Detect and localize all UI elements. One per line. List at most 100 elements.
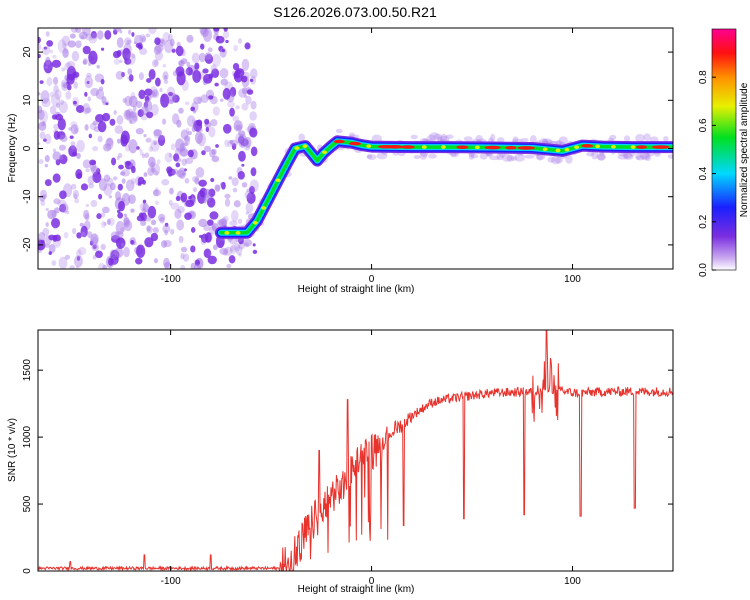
noise-speckle <box>144 237 154 248</box>
noise-speckle <box>135 257 143 265</box>
noise-speckle <box>148 28 157 35</box>
noise-speckle <box>153 129 163 137</box>
snr-line-layer <box>38 330 673 571</box>
noise-speckle <box>45 207 49 212</box>
noise-speckle <box>52 148 57 153</box>
noise-speckle <box>171 48 176 53</box>
noise-speckle <box>211 53 222 67</box>
noise-speckle <box>193 96 202 105</box>
noise-speckle <box>207 47 213 53</box>
ridge-halo <box>335 128 343 134</box>
ridge-hotspot <box>610 144 616 149</box>
noise-speckle <box>95 89 105 100</box>
noise-speckle <box>210 177 215 183</box>
noise-speckle <box>42 121 46 126</box>
ridge-hotspot <box>349 141 362 146</box>
noise-speckle <box>100 78 105 85</box>
noise-speckle <box>150 103 159 116</box>
noise-speckle <box>180 253 185 260</box>
ridge-halo <box>565 154 573 164</box>
noise-speckle <box>110 231 120 240</box>
noise-speckle <box>128 95 138 108</box>
noise-speckle <box>163 239 172 248</box>
noise-speckle <box>130 208 135 213</box>
noise-speckle <box>252 249 258 254</box>
noise-speckle <box>138 89 146 100</box>
noise-speckle <box>88 50 98 65</box>
ridge-hotspot <box>474 145 480 150</box>
noise-speckle <box>85 203 90 208</box>
noise-speckle <box>249 111 257 121</box>
spectrogram-ridge-layer <box>214 128 673 243</box>
x-tick-label: 0 <box>369 274 375 285</box>
noise-speckle <box>208 126 216 138</box>
ridge-halo <box>429 132 440 141</box>
noise-speckle <box>167 91 174 97</box>
noise-speckle <box>73 81 79 89</box>
noise-speckle <box>245 211 250 215</box>
noise-speckle <box>154 50 164 61</box>
ridge-halo <box>554 156 563 164</box>
noise-speckle <box>124 95 133 107</box>
noise-speckle <box>44 155 50 163</box>
noise-speckle <box>125 108 135 122</box>
noise-speckle <box>175 138 185 152</box>
noise-speckle <box>204 232 212 243</box>
noise-speckle <box>190 262 196 269</box>
noise-speckle <box>188 195 192 200</box>
noise-speckle <box>238 150 246 162</box>
noise-speckle <box>147 156 156 168</box>
ridge-halo <box>547 156 556 163</box>
noise-speckle <box>97 30 104 40</box>
noise-speckle <box>219 68 229 79</box>
noise-speckle <box>210 64 217 72</box>
ridge-halo <box>468 153 475 160</box>
ridge-halo <box>545 140 554 145</box>
noise-speckle <box>168 99 174 105</box>
ridge-halo <box>512 136 519 144</box>
noise-speckle <box>222 87 231 100</box>
noise-speckle <box>79 222 84 227</box>
noise-speckle <box>103 222 107 226</box>
noise-speckle <box>186 115 196 127</box>
noise-speckle <box>114 125 124 134</box>
ridge-hotspot <box>366 144 372 148</box>
noise-speckle <box>127 68 133 76</box>
noise-speckle <box>38 53 41 59</box>
noise-speckle <box>250 167 257 177</box>
noise-speckle <box>164 261 172 269</box>
ridge-halo <box>609 134 617 140</box>
noise-speckle <box>43 138 47 142</box>
colorbar-tick-label: 0.6 <box>698 118 709 132</box>
noise-speckle <box>147 166 155 177</box>
noise-speckle <box>187 149 194 158</box>
noise-speckle <box>141 35 147 43</box>
noise-speckle <box>166 166 173 174</box>
noise-speckle <box>209 226 217 235</box>
noise-speckle <box>211 155 220 163</box>
noise-speckle <box>113 28 122 33</box>
noise-speckle <box>44 65 49 69</box>
noise-speckle <box>193 186 197 193</box>
ridge-hotspot <box>224 231 230 235</box>
noise-speckle <box>52 76 59 85</box>
noise-speckle <box>139 33 146 43</box>
noise-speckle <box>95 114 105 123</box>
noise-speckle <box>220 78 228 86</box>
noise-speckle <box>95 250 103 259</box>
ridge-hotspot <box>505 145 517 150</box>
noise-speckle <box>160 39 164 45</box>
noise-speckle <box>139 148 143 152</box>
noise-speckle <box>149 86 158 98</box>
ridge-halo <box>496 152 504 161</box>
noise-speckle <box>88 61 92 66</box>
x-tick-label: -100 <box>161 576 181 587</box>
noise-speckle <box>129 111 137 119</box>
noise-speckle <box>51 59 62 68</box>
ridge-halo <box>489 155 500 161</box>
noise-speckle <box>38 159 44 165</box>
noise-speckle <box>76 139 85 153</box>
noise-speckle <box>204 188 211 199</box>
noise-speckle <box>150 161 155 168</box>
noise-speckle <box>123 216 130 226</box>
